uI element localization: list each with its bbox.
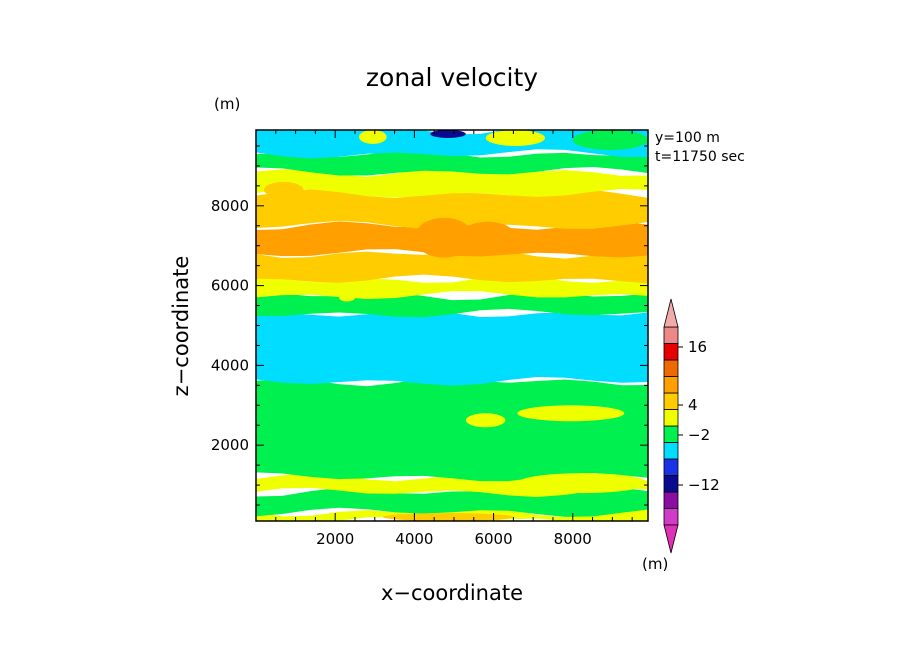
- colorbar-label-minus2: −2: [688, 426, 710, 444]
- colorbar-swatch: [663, 442, 679, 460]
- annotation-time: t=11750 sec: [655, 149, 745, 165]
- contour-patch: [465, 413, 506, 428]
- x-tick-label: 2000: [316, 530, 354, 548]
- contour-band: [256, 149, 648, 176]
- colorbar-low-arrow: [663, 524, 679, 554]
- colorbar-swatch: [663, 359, 679, 377]
- x-axis: 2000 4000 6000 8000: [275, 130, 633, 548]
- y-unit-label: (m): [214, 95, 240, 113]
- y-tick-label: 6000: [211, 277, 249, 295]
- contour-plot-area: [256, 130, 648, 521]
- colorbar: [663, 298, 683, 554]
- contour-band: [256, 377, 648, 482]
- colorbar-swatch: [663, 475, 679, 493]
- colorbar-high-arrow: [663, 298, 679, 328]
- colorbar-label-16: 16: [688, 338, 707, 356]
- y-tick-label: 4000: [211, 356, 249, 374]
- annotation-y: y=100 m: [655, 130, 720, 146]
- colorbar-swatch: [663, 326, 679, 344]
- y-tick-label: 2000: [211, 436, 249, 454]
- colorbar-swatch: [663, 425, 679, 443]
- colorbar-unit-label: (m): [642, 555, 668, 573]
- contour-patch: [517, 473, 648, 494]
- x-tick-label: 6000: [474, 530, 512, 548]
- contour-band: [256, 487, 648, 517]
- x-axis-label: x−coordinate: [381, 581, 523, 605]
- contour-band: [256, 189, 648, 229]
- contour-band: [256, 168, 648, 198]
- contour-patch: [382, 513, 514, 521]
- y-axis: 2000 4000 6000 8000: [211, 145, 648, 506]
- colorbar-swatch: [663, 392, 679, 410]
- contour-patch: [339, 293, 355, 302]
- contour-patch: [517, 405, 625, 422]
- contour-band: [256, 249, 648, 284]
- contour-patch: [358, 130, 387, 144]
- contour-patch: [600, 229, 648, 254]
- colorbar-swatch: [663, 376, 679, 394]
- contour-patch: [430, 130, 466, 138]
- colorbar-swatch: [663, 491, 679, 509]
- contour-patch: [485, 130, 546, 146]
- contour-patch: [572, 130, 648, 150]
- contour-band: [256, 292, 648, 318]
- contour-band: [256, 130, 648, 159]
- chart-title: zonal velocity: [366, 63, 538, 92]
- x-tick-label: 8000: [554, 530, 592, 548]
- contour-band: [256, 308, 648, 386]
- colorbar-label-4: 4: [688, 396, 698, 414]
- y-tick-label: 8000: [211, 197, 249, 215]
- colorbar-swatch: [663, 343, 679, 361]
- y-axis-label: z−coordinate: [169, 256, 193, 397]
- contour-patch: [414, 217, 474, 258]
- colorbar-label-minus12: −12: [688, 476, 720, 494]
- colorbar-swatch: [663, 508, 679, 526]
- contour-patch: [422, 349, 648, 370]
- colorbar-swatch: [663, 409, 679, 427]
- colorbar-swatch: [663, 458, 679, 476]
- x-tick-label: 4000: [395, 530, 433, 548]
- contour-patch: [461, 221, 514, 246]
- contour-patch: [263, 181, 304, 198]
